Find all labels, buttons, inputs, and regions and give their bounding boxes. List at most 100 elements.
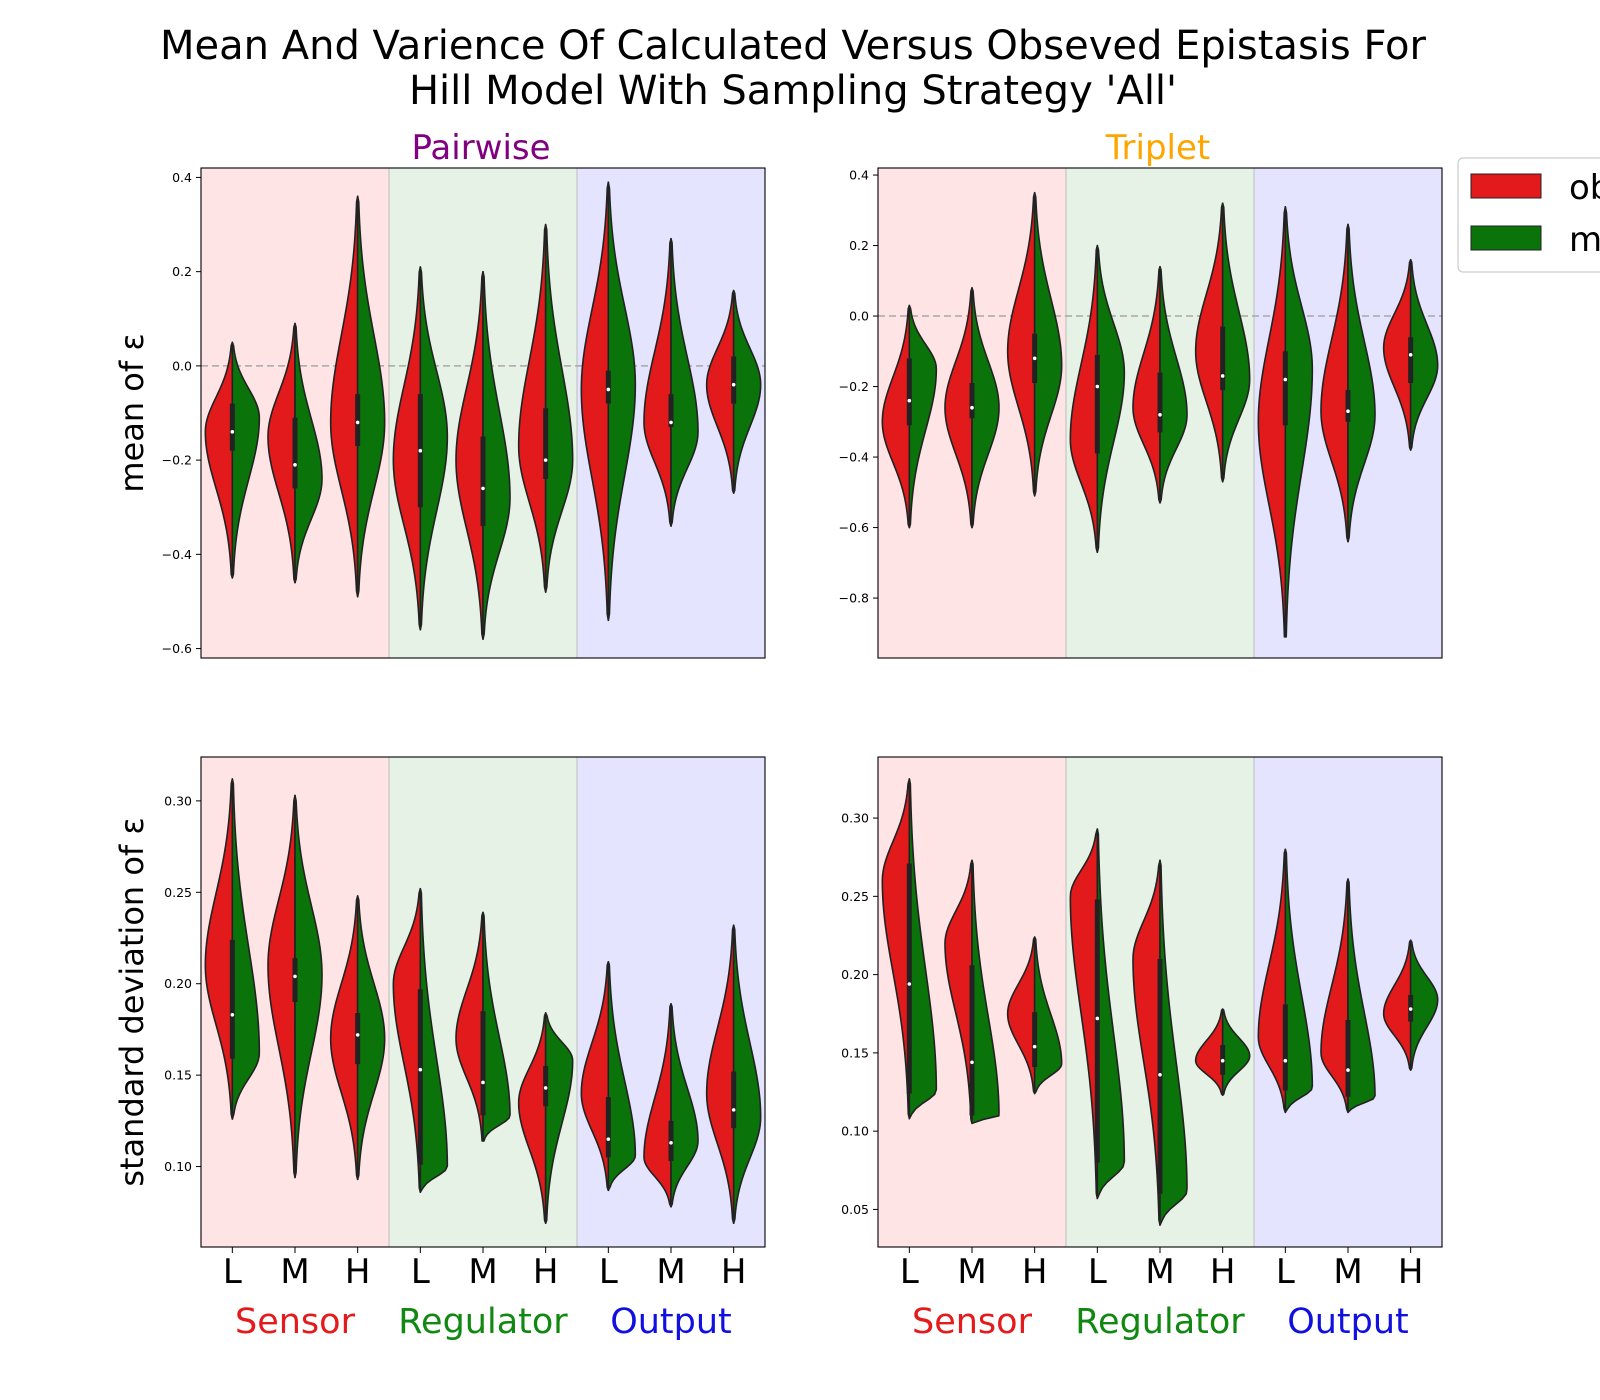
violin-half-model xyxy=(544,1012,574,1225)
x-category-label: M xyxy=(280,1252,309,1292)
median-dot xyxy=(355,1033,360,1037)
panel-pairwise-std: 0.10 0.15 0.20 0.25 0.30 xyxy=(164,756,766,1248)
column-title-triplet: Triplet xyxy=(1105,128,1210,168)
violin-half-model xyxy=(732,924,762,1225)
violin-3 xyxy=(329,195,386,598)
x-category-label: H xyxy=(345,1252,371,1292)
median-dot xyxy=(481,486,485,491)
x-category-label: H xyxy=(721,1252,747,1292)
y-tick-label: 0.0 xyxy=(172,358,192,373)
y-tick-label: 0.30 xyxy=(164,793,192,808)
violin-7 xyxy=(1257,848,1314,1114)
violin-half-observed xyxy=(329,895,359,1181)
x-category-label: H xyxy=(1022,1252,1048,1292)
violin-half-observed xyxy=(517,1012,547,1225)
violin-4 xyxy=(1069,244,1126,554)
panel-triplet-mean: −0.8 −0.6 −0.4 −0.2 0.0 0.2 0.4 xyxy=(839,167,1443,659)
violin-half-observed xyxy=(881,778,911,1120)
violin-3 xyxy=(329,895,386,1181)
violin-half-observed xyxy=(267,794,296,1179)
y-tick-label: 0.05 xyxy=(841,1202,869,1217)
violin-6 xyxy=(1194,1008,1251,1096)
violin-half-model xyxy=(294,322,323,584)
median-dot xyxy=(355,420,360,425)
x-group-label-output: Output xyxy=(1287,1302,1409,1342)
violin-half-model xyxy=(1096,828,1126,1200)
violin-half-observed xyxy=(1320,878,1349,1114)
median-dot xyxy=(907,982,912,986)
y-tick-label: 0.4 xyxy=(172,170,192,185)
legend-label-model: m xyxy=(1569,220,1600,260)
violin-2 xyxy=(267,794,323,1179)
panel-triplet-std: 0.05 0.10 0.15 0.20 0.25 0.30 xyxy=(841,756,1443,1248)
median-dot xyxy=(418,448,423,453)
violin-half-model xyxy=(732,289,762,494)
violin-half-model xyxy=(1409,258,1439,451)
median-dot xyxy=(669,420,673,425)
panel-frame xyxy=(200,167,766,659)
median-dot xyxy=(1032,1044,1037,1049)
y-tick-label: 0.10 xyxy=(164,1159,192,1174)
violin-1 xyxy=(204,341,261,579)
violin-half-model xyxy=(482,270,511,640)
violin-half-observed xyxy=(1069,828,1099,1200)
violin-2 xyxy=(944,859,1000,1125)
violin-half-observed xyxy=(392,266,422,631)
x-category-label: L xyxy=(1276,1252,1295,1292)
violin-2 xyxy=(944,287,1000,529)
legend-swatch-observed xyxy=(1470,173,1542,199)
violin-half-model xyxy=(971,287,1000,529)
x-group-label-sensor: Sensor xyxy=(235,1302,356,1342)
violin-half-observed xyxy=(1194,1008,1224,1096)
y-tick-label: 0.15 xyxy=(164,1068,192,1083)
violin-half-model xyxy=(356,195,386,598)
violin-7 xyxy=(1257,205,1314,638)
violin-5 xyxy=(455,270,511,640)
median-dot xyxy=(731,382,736,387)
violin-half-observed xyxy=(455,270,484,640)
violin-1 xyxy=(881,778,938,1120)
x-category-label: H xyxy=(1210,1252,1236,1292)
y-tick-label: −0.6 xyxy=(162,641,192,656)
median-dot xyxy=(481,1080,485,1085)
violin-7 xyxy=(580,181,637,622)
y-tick-label: −0.2 xyxy=(162,453,192,468)
violin-half-model xyxy=(231,778,261,1120)
median-dot xyxy=(1158,412,1162,417)
violin-half-model xyxy=(1284,205,1314,638)
violin-half-observed xyxy=(517,223,547,593)
violin-half-observed xyxy=(1132,265,1161,504)
violin-half-model xyxy=(908,778,938,1120)
y-tick-label: 0.15 xyxy=(841,1045,869,1060)
violin-half-model xyxy=(1347,878,1376,1114)
violin-half-observed xyxy=(580,960,610,1192)
violin-half-observed xyxy=(455,911,484,1142)
x-group-label-sensor: Sensor xyxy=(912,1302,1033,1342)
violin-5 xyxy=(455,911,511,1142)
violin-half-model xyxy=(1159,265,1188,504)
panels: −0.6 −0.4 −0.2 0.0 0.2 0.4 −0.8 −0.6 −0.4 −0.2 0.0… xyxy=(162,167,1443,1248)
violin-half-observed xyxy=(643,237,672,527)
violin-half-observed xyxy=(705,924,735,1225)
median-dot xyxy=(606,1137,611,1141)
violin-half-observed xyxy=(1006,936,1036,1095)
median-dot xyxy=(543,1086,548,1090)
median-dot xyxy=(606,387,611,392)
panel-pairwise-mean: −0.6 −0.4 −0.2 0.0 0.2 0.4 xyxy=(162,167,766,659)
violin-half-model xyxy=(607,181,637,622)
median-dot xyxy=(418,1067,423,1072)
median-dot xyxy=(669,1140,673,1145)
median-dot xyxy=(293,463,297,467)
violin-8 xyxy=(1320,223,1376,543)
y-tick-label: −0.4 xyxy=(839,450,869,465)
violin-6 xyxy=(517,223,574,593)
y-tick-label: −0.2 xyxy=(839,379,869,394)
median-dot xyxy=(543,458,548,462)
x-category-label: M xyxy=(468,1252,497,1292)
violin-half-model xyxy=(971,859,1000,1125)
violin-1 xyxy=(881,304,938,529)
y-tick-label: −0.4 xyxy=(162,547,192,562)
median-dot xyxy=(970,1060,974,1065)
violin-8 xyxy=(643,1003,699,1208)
